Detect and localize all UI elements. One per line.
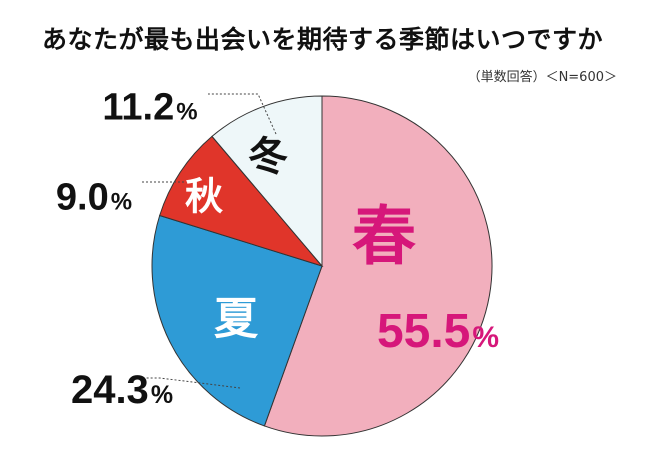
- value-number-0: 55.5: [377, 305, 470, 358]
- pie-slice-1: [151, 214, 323, 427]
- value-number-2: 9.0: [56, 176, 109, 218]
- pie-labels: 春 55.5% 夏 24.3% 秋 9.0% 冬 11.2%: [56, 86, 499, 412]
- pie-slice-3: [211, 95, 323, 268]
- value-unit-3: %: [176, 98, 197, 125]
- pie-slices: [151, 95, 493, 437]
- value-label-1: 24.3%: [71, 368, 173, 412]
- season-label-3: 冬: [248, 134, 288, 180]
- leader-line-1: [144, 377, 241, 389]
- chart-title: あなたが最も出会いを期待する季節はいつですか: [41, 25, 603, 54]
- value-unit-2: %: [111, 188, 132, 215]
- pie-slice-2: [159, 135, 324, 267]
- leader-lines: [140, 93, 277, 389]
- value-label-2: 9.0%: [56, 176, 132, 218]
- value-label-3: 11.2%: [102, 86, 197, 128]
- value-number-1: 24.3: [71, 368, 149, 412]
- value-unit-0: %: [472, 321, 499, 354]
- value-unit-1: %: [151, 381, 173, 409]
- value-label-0: 55.5%: [377, 305, 499, 358]
- value-number-3: 11.2: [102, 86, 174, 128]
- season-label-2: 秋: [185, 174, 223, 218]
- pie-slice-0: [263, 95, 493, 437]
- season-label-1: 夏: [214, 293, 259, 344]
- leader-line-3: [208, 93, 277, 135]
- chart-subtitle: （単数回答）＜N=600＞: [467, 70, 617, 85]
- season-label-0: 春: [352, 200, 416, 274]
